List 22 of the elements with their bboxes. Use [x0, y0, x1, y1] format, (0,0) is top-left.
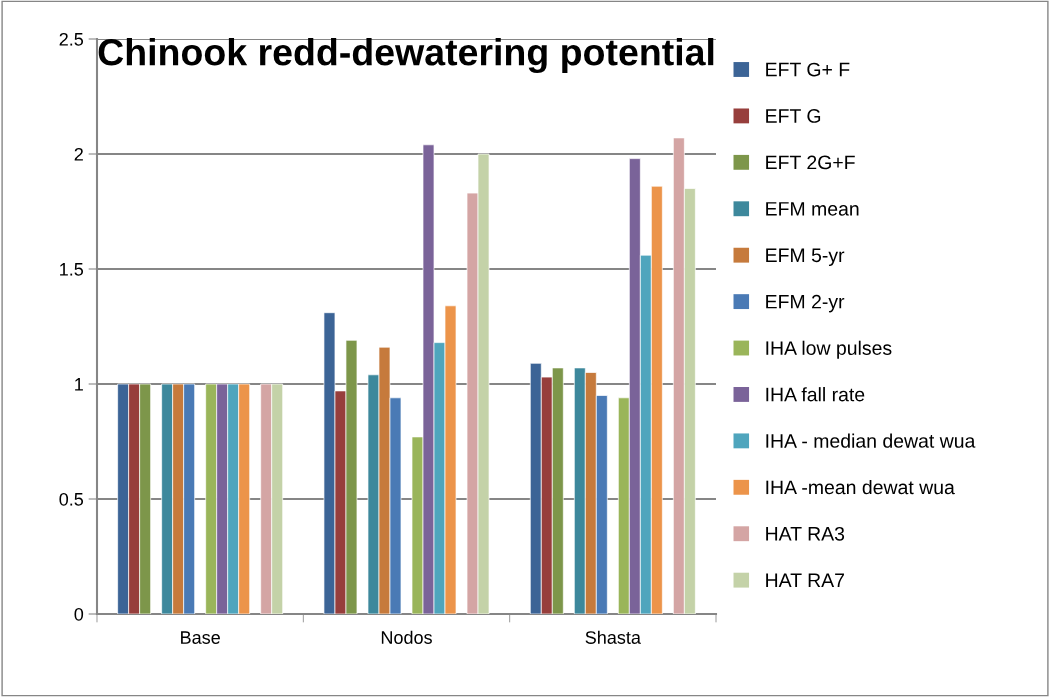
x-tick-label: Base	[181, 631, 220, 644]
legend-label: EFT 2G+F	[766, 155, 855, 170]
chart-title: Chinook redd-dewatering potential	[98, 37, 714, 74]
x-tick-label: Shasta	[585, 630, 641, 644]
legend-label: EFM mean	[766, 202, 859, 216]
y-tick-label: 2	[74, 147, 83, 161]
legend-label: IHA - median dewat wua	[766, 433, 976, 448]
y-tick-label: 1	[75, 378, 83, 391]
legend-label: IHA fall rate	[766, 387, 865, 402]
x-tick-label: Nodos	[381, 630, 432, 644]
legend-label: EFM 5-yr	[766, 248, 845, 266]
legend-label: EFT G+ F	[766, 62, 850, 77]
y-tick-label: 0	[74, 607, 84, 621]
y-tick-label: 1.5	[60, 263, 84, 276]
legend-label: HAT RA3	[766, 526, 845, 541]
y-tick-label: 2.5	[59, 32, 84, 46]
legend-label: EFT G	[766, 109, 821, 123]
legend-label: EFM 2-yr	[766, 294, 845, 313]
legend-label: IHA low pulses	[766, 340, 892, 359]
legend-label: IHA -mean dewat wua	[766, 479, 955, 495]
legend-label: HAT RA7	[766, 573, 844, 587]
y-tick-label: 0.5	[59, 492, 84, 506]
